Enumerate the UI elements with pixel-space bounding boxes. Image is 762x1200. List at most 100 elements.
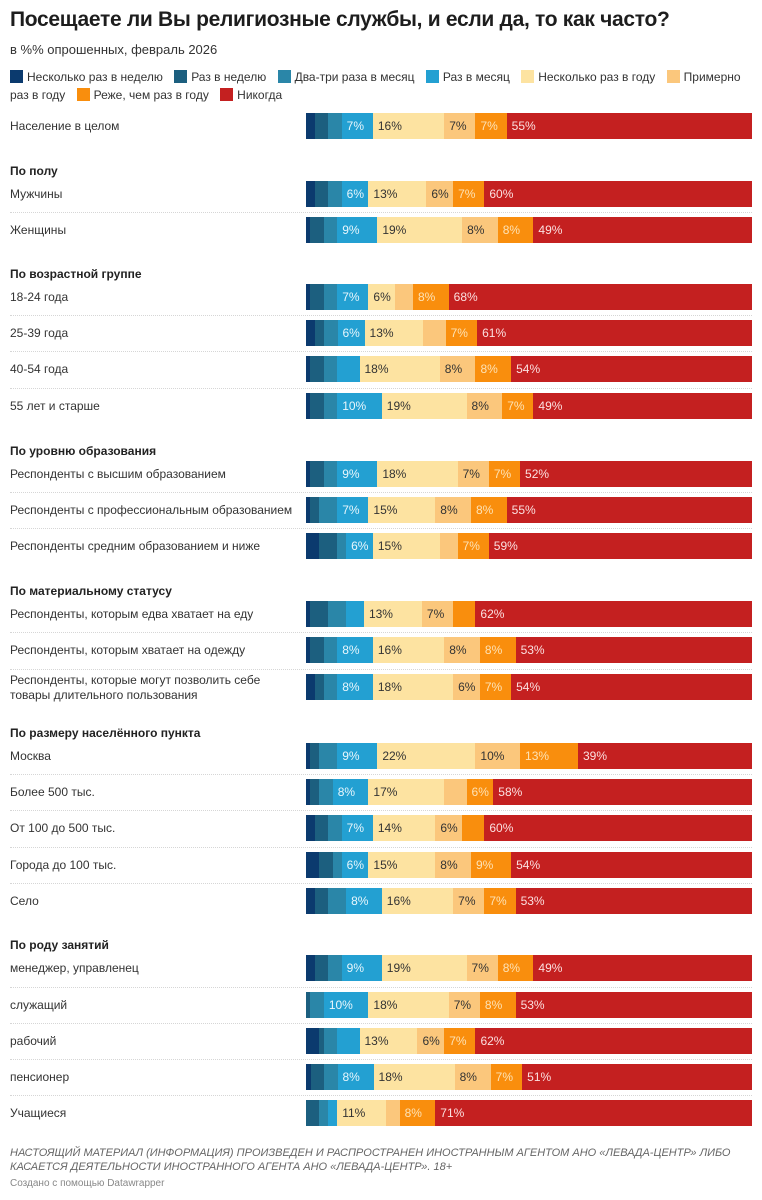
credit-link[interactable]: Создано с помощью Datawrapper (10, 1178, 165, 1189)
bar-segment (314, 888, 329, 914)
row-label: Учащиеся (10, 1106, 67, 1120)
bar-segment: 18% (359, 356, 440, 382)
data-label: 9% (342, 223, 360, 237)
bar-segment: 18% (377, 461, 458, 487)
bar-segment: 7% (457, 533, 489, 559)
stacked-bar: 8% 16% 8% 8% 53% (306, 637, 752, 663)
stacked-bar: 7% 14% 6% 60% (306, 815, 752, 841)
bar-segment (323, 1028, 338, 1054)
bar-segment (310, 743, 320, 769)
row-label: 40-54 года (10, 362, 69, 376)
stacked-bar: 7% 16% 7% 7% 55% (306, 113, 752, 139)
data-label: 14% (377, 821, 402, 835)
bar-segment: 52% (520, 461, 752, 487)
legend-swatch (10, 70, 23, 83)
bar-segment: 7% (421, 601, 454, 627)
bar-segment: 49% (533, 217, 752, 243)
bar-segment (319, 497, 338, 523)
data-label: 18% (377, 680, 402, 694)
bar-segment: 7% (490, 1064, 523, 1090)
bar-segment (323, 461, 338, 487)
bar-segment: 7% (502, 393, 534, 419)
legend-swatch (220, 88, 234, 101)
bar-segment (306, 1064, 311, 1090)
legend-item: Два-три раза в месяц (277, 70, 415, 84)
data-label: 6% (431, 187, 449, 201)
data-label: 16% (377, 643, 402, 657)
stacked-bar: 9% 19% 7% 8% 49% (306, 955, 752, 981)
data-label: 9% (346, 961, 364, 975)
data-label: 53% (520, 998, 545, 1012)
legend-label: Никогда (237, 88, 283, 102)
bar-segment: 8% (337, 674, 373, 700)
bar-segment (319, 743, 338, 769)
row-divider (10, 388, 752, 389)
row-divider (10, 987, 752, 988)
data-label: 6% (346, 858, 364, 872)
data-label: 49% (538, 223, 563, 237)
data-label: 17% (373, 785, 398, 799)
bar-segment: 61% (477, 320, 752, 346)
bar-segment (324, 320, 338, 346)
bar-segment: 9% (337, 217, 378, 243)
data-label: 18% (382, 467, 407, 481)
bar-segment: 9% (337, 461, 378, 487)
row-divider (10, 492, 752, 493)
bar-segment (319, 852, 333, 878)
data-label: 7% (346, 119, 364, 133)
bar-segment: 8% (435, 497, 471, 523)
data-label: 8% (502, 961, 521, 975)
stacked-bar: 6% 13% 7% 61% (306, 320, 752, 346)
data-label: 61% (482, 326, 507, 340)
stacked-bar: 8% 17% 6% 58% (306, 779, 752, 805)
row-divider (10, 847, 752, 848)
bar-segment: 18% (372, 674, 454, 700)
bar-segment (386, 1100, 400, 1126)
bar-segment: 19% (381, 393, 467, 419)
bar-segment (306, 1028, 320, 1054)
data-label: 60% (489, 821, 514, 835)
data-label: 8% (342, 643, 360, 657)
row-divider (10, 810, 752, 811)
chart-area: Население в целом 7% 16% 7% 7% 55% По полу Мужч… (10, 113, 752, 1126)
bar-segment: 60% (484, 181, 752, 207)
row-divider (10, 1023, 752, 1024)
bar-segment: 8% (470, 497, 507, 523)
bar-segment: 14% (372, 815, 436, 841)
bar-segment: 15% (368, 852, 436, 878)
bar-segment: 6% (346, 533, 373, 559)
bar-segment: 7% (453, 888, 485, 914)
bar-segment (314, 113, 329, 139)
bar-segment (306, 779, 311, 805)
bar-segment: 15% (368, 497, 436, 523)
bar-segment: 15% (372, 533, 440, 559)
data-label: 19% (382, 223, 407, 237)
stacked-bar: 10% 19% 8% 7% 49% (306, 393, 752, 419)
bar-segment: 7% (466, 955, 498, 981)
row-label: менеджер, управленец (10, 961, 139, 975)
bar-segment: 7% (341, 815, 373, 841)
data-label: 8% (404, 1106, 422, 1120)
row-divider (10, 669, 752, 670)
legend-label: Несколько раз в неделю (27, 70, 163, 84)
bar-segment (310, 637, 324, 663)
row-label: Мужчины (10, 187, 63, 201)
bar-segment (395, 284, 413, 310)
bar-segment (323, 217, 338, 243)
stacked-bar: 9% 19% 8% 8% 49% (306, 217, 752, 243)
data-label: 10% (328, 998, 353, 1012)
data-label: 54% (516, 680, 541, 694)
stacked-bar: 8% 18% 6% 7% 54% (306, 674, 752, 700)
legend-item: Примерно раз в году (10, 70, 741, 102)
data-label: 53% (520, 894, 545, 908)
bar-segment: 6% (435, 815, 463, 841)
bar-segment: 6% (417, 1028, 445, 1054)
data-label: 8% (342, 680, 360, 694)
bar-segment: 19% (381, 955, 467, 981)
stacked-bar: 11% 8% 71% (306, 1100, 752, 1126)
row-divider (10, 212, 752, 213)
bar-segment: 9% (341, 955, 382, 981)
bar-segment: 17% (368, 779, 445, 805)
bar-segment (310, 284, 324, 310)
stacked-bar: 13% 7% 62% (306, 601, 752, 627)
